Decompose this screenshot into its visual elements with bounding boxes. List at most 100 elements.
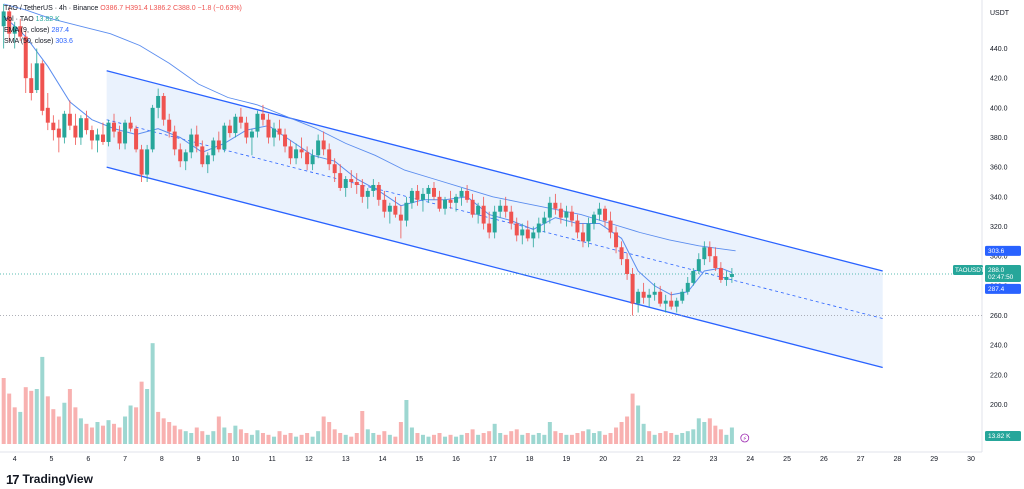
- tradingview-logo[interactable]: 17 TradingView: [6, 471, 93, 487]
- symbol-name-tag-bg: [953, 264, 983, 275]
- candle-body: [128, 122, 133, 129]
- candle-body: [382, 199, 387, 212]
- volume-bar: [294, 436, 299, 444]
- candle-body: [597, 208, 602, 215]
- volume-bar: [520, 434, 525, 444]
- bolt-icon-glyph: ⚡: [743, 436, 747, 443]
- ema-price-label-bg: [985, 283, 1021, 294]
- volume-bar: [525, 433, 530, 444]
- candle-body: [29, 78, 34, 94]
- volume-bar: [211, 431, 216, 444]
- candle-body: [349, 179, 354, 183]
- volume-bar: [283, 434, 288, 444]
- volume-bar: [156, 411, 161, 444]
- volume-bar: [547, 422, 552, 444]
- x-tick-label: 5: [50, 456, 54, 463]
- candle-body: [360, 184, 365, 197]
- volume-bar: [51, 409, 56, 444]
- y-tick-label: 440.0: [990, 46, 1008, 53]
- x-tick-label: 25: [783, 456, 791, 463]
- last-price-label-text: 288.0: [988, 267, 1005, 274]
- legend-symbol-row[interactable]: TAO / TetherUS · 4h · Binance O386.7 H39…: [4, 3, 242, 14]
- volume-label: Vol · TAO: [4, 16, 34, 23]
- candle-body: [520, 229, 525, 236]
- volume-bar: [503, 434, 508, 444]
- volume-bar: [696, 418, 701, 444]
- candle-body: [145, 149, 150, 175]
- volume-bar: [713, 425, 718, 444]
- volume-bar: [536, 433, 541, 444]
- volume-bar: [73, 407, 78, 444]
- candle-body: [431, 187, 436, 197]
- volume-bar: [205, 434, 210, 444]
- volume-bar: [420, 434, 425, 444]
- candle-body: [691, 271, 696, 283]
- candle-body: [205, 155, 210, 165]
- axis-currency-label: USDT: [990, 10, 1010, 17]
- candle-body: [558, 208, 563, 218]
- legend-ema-row[interactable]: EMA (9, close) 287.4: [4, 25, 242, 36]
- volume-bar: [481, 433, 486, 444]
- candle-body: [371, 184, 376, 191]
- volume-bar: [106, 420, 111, 444]
- volume-bar: [238, 429, 243, 444]
- candle-body: [100, 134, 105, 142]
- candle-body: [547, 202, 552, 218]
- volume-bar: [443, 436, 448, 444]
- price-axis-panel: [982, 0, 1024, 489]
- symbol-title[interactable]: TAO / TetherUS · 4h · Binance: [4, 5, 99, 12]
- candle-body: [658, 291, 663, 304]
- legend-sma-row[interactable]: SMA (50, close) 303.6: [4, 36, 242, 47]
- volume-bar: [112, 423, 117, 444]
- y-tick-label: 260.0: [990, 313, 1008, 320]
- volume-bar: [580, 431, 585, 444]
- volume-bar: [327, 422, 332, 444]
- volume-bar: [34, 389, 39, 444]
- x-tick-label: 26: [820, 456, 828, 463]
- candle-body: [630, 273, 635, 304]
- ema-price-label-text: 287.4: [988, 286, 1005, 293]
- volume-bar: [299, 434, 304, 444]
- candle-body: [183, 152, 188, 162]
- candle-body: [454, 196, 459, 203]
- candle-body: [73, 125, 78, 138]
- chart-legend: TAO / TetherUS · 4h · Binance O386.7 H39…: [4, 3, 242, 47]
- candle-body: [685, 282, 690, 292]
- candle-body: [249, 131, 254, 138]
- volume-bar: [702, 422, 707, 444]
- candle-body: [387, 205, 392, 212]
- candle-body: [404, 202, 409, 221]
- legend-volume-row[interactable]: Vol · TAO 13.82 K: [4, 14, 242, 25]
- volume-bar: [371, 433, 376, 444]
- candle-body: [553, 202, 558, 209]
- volume-bar: [244, 433, 249, 444]
- volume-bar: [277, 431, 282, 444]
- candle-body: [481, 205, 486, 224]
- candle-body: [365, 190, 370, 197]
- candle-body: [34, 63, 39, 91]
- candle-body: [702, 247, 707, 260]
- candle-body: [696, 259, 701, 272]
- volume-bar: [183, 431, 188, 444]
- volume-bar: [216, 416, 221, 444]
- sma-label: SMA (50, close): [4, 38, 54, 45]
- channel-mid-line: [106, 119, 883, 319]
- candle-body: [327, 149, 332, 165]
- volume-bar: [492, 423, 497, 444]
- volume-bar: [260, 433, 265, 444]
- volume-bar: [685, 431, 690, 444]
- candle-body: [89, 130, 94, 141]
- volume-bar: [431, 434, 436, 444]
- volume-bar: [729, 427, 734, 444]
- candle-body: [354, 182, 359, 185]
- volume-bar: [647, 431, 652, 444]
- candle-body: [332, 164, 337, 174]
- x-tick-label: 6: [86, 456, 90, 463]
- volume-bar: [227, 433, 232, 444]
- volume-bar: [78, 418, 83, 444]
- volume-bar: [266, 434, 271, 444]
- volume-bar: [663, 431, 668, 444]
- volume-bar: [669, 433, 674, 444]
- candle-body: [338, 173, 343, 188]
